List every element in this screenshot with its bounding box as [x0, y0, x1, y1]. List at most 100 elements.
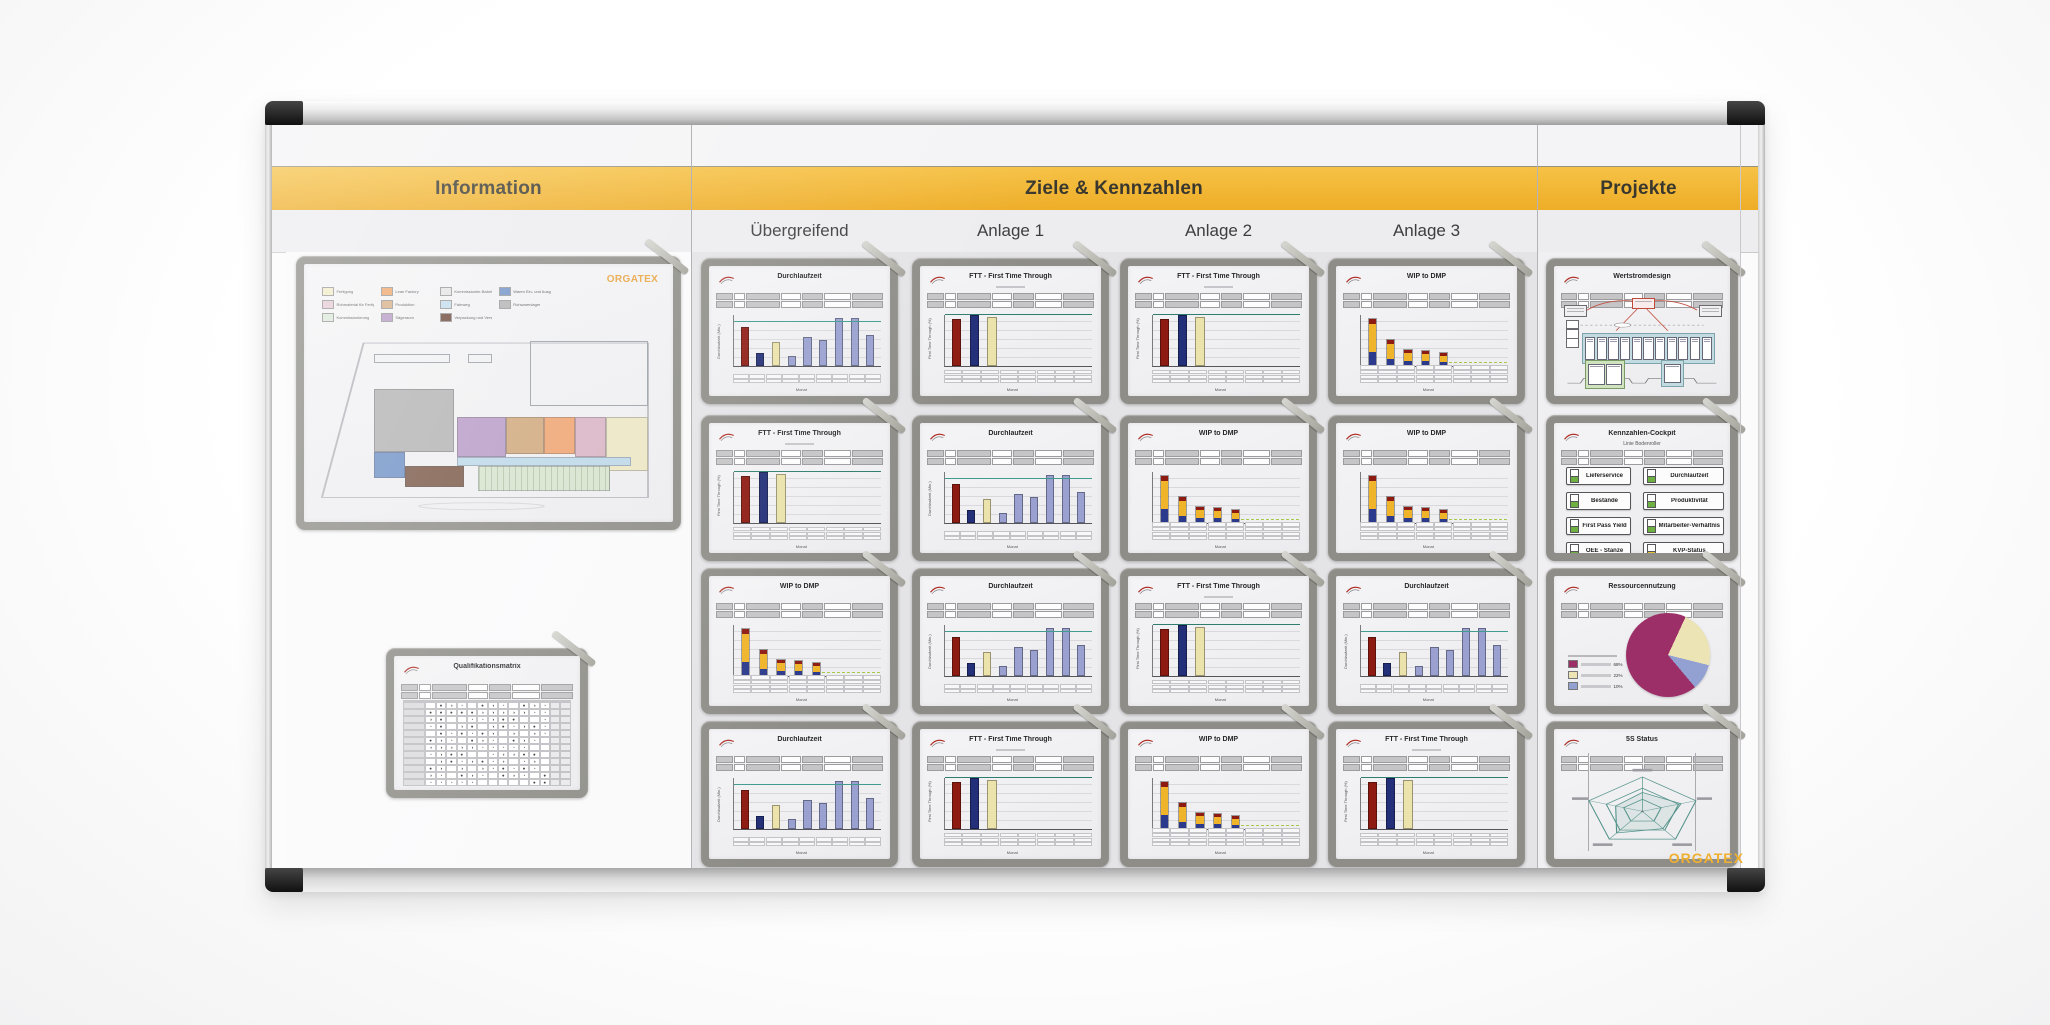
bar-segment: [1369, 475, 1377, 481]
legend-label-line: [1580, 663, 1611, 666]
plot-area: [1151, 624, 1301, 677]
meta-form-cell: [1373, 457, 1407, 465]
cockpit-button-label: OEE - Stanze: [1585, 548, 1624, 553]
meta-form-cell: [852, 763, 883, 771]
bar-slot: [1474, 625, 1490, 676]
footer-cell: [1226, 679, 1245, 685]
meta-form-cell: [1407, 450, 1428, 457]
footer-cell: [1026, 536, 1043, 541]
board-frame-left-rail: [265, 123, 272, 870]
footer-row: [943, 832, 1093, 838]
footer-cell: [749, 837, 766, 842]
legend-percent: 10%: [1613, 683, 1623, 689]
footer-cell: [1376, 689, 1393, 694]
footer-cell: [807, 680, 826, 685]
meta-form-cell: [1577, 603, 1590, 610]
footer-cell: [732, 680, 751, 685]
meta-form-cell: [1479, 763, 1510, 771]
meta-form-row: [927, 300, 1094, 308]
skill-dot-cell: ●: [435, 716, 447, 724]
meta-form-cell: [944, 763, 957, 771]
footer-cell: [732, 684, 751, 689]
footer-cell: [1434, 832, 1453, 838]
footer-cell: [1189, 684, 1208, 689]
skill-dot-cell: ●: [446, 709, 457, 717]
stacked-bar: [1230, 814, 1240, 829]
bar-segment: [1369, 508, 1377, 522]
footer-cell: [1043, 536, 1060, 541]
cockpit-button-label: Produktivität: [1671, 498, 1708, 505]
meta-form-cell: [1165, 610, 1199, 618]
target-line: [944, 630, 1093, 632]
meta-form-row: [1135, 457, 1302, 465]
meta-form-row: [1561, 293, 1723, 300]
bar-slot: [1262, 625, 1280, 676]
meta-form-cell: [1271, 763, 1302, 771]
skill-dot-cell: ◔: [456, 702, 467, 710]
footer-cell: [1434, 370, 1453, 375]
footer-cell: [1010, 689, 1027, 694]
bar: [969, 778, 979, 829]
footer-cell: [1244, 531, 1263, 536]
bar-segment: [1439, 352, 1447, 356]
footer-cell: [976, 689, 993, 694]
footer-cell: [1378, 365, 1397, 370]
summary-cell: [560, 772, 571, 780]
footer-cell: [1189, 828, 1208, 833]
meta-form-cell: [823, 610, 852, 618]
matrix-header-cell: [466, 700, 478, 703]
footer-cell: [1392, 684, 1409, 689]
footer-cell: [1415, 837, 1434, 842]
skill-dot-cell: ◑: [487, 730, 499, 738]
stacked-bar: [1403, 505, 1413, 523]
skill-dot-cell: ◑: [487, 716, 499, 724]
process-step-box: [1596, 336, 1607, 361]
bar-segment: [1231, 824, 1239, 828]
footer-cell: [1226, 689, 1245, 694]
kpi-logo-icon: [1563, 583, 1581, 595]
footer-cell: [1452, 536, 1471, 541]
status-bottom-cell: [1647, 526, 1655, 533]
footer-cell: [1226, 842, 1245, 847]
meta-form-cell: [1343, 610, 1360, 618]
plot-area: [1359, 777, 1509, 830]
bar-slot: [983, 778, 1001, 829]
bar-segment: [1178, 803, 1186, 808]
meta-form-cell: [1199, 603, 1220, 610]
y-axis-label: First Time Through (%): [1134, 317, 1140, 359]
x-axis-label: Monat: [1422, 697, 1434, 703]
skill-dot-cell: ◑: [508, 772, 519, 780]
paper-title: FTT - First Time Through: [969, 735, 1052, 743]
bar-slot: [1364, 778, 1382, 829]
bar: [1061, 628, 1070, 676]
footer-cell: [976, 536, 993, 541]
bars: [945, 625, 1092, 676]
meta-form-cell: [957, 756, 991, 763]
bar: [834, 318, 843, 366]
matrix-header-cell: [425, 700, 436, 703]
footer-cell: [1378, 536, 1397, 541]
cockpit-button: Lieferservice: [1566, 467, 1631, 486]
bar-slot: [1244, 472, 1262, 523]
legend-row: 68%: [1567, 660, 1623, 669]
bar-segment: [777, 659, 785, 663]
legend-swatch: [1567, 671, 1578, 680]
status-top-cell: [1571, 520, 1579, 527]
footer-cell: [1434, 527, 1453, 532]
footer-cell: [788, 531, 807, 536]
bar: [983, 651, 992, 676]
skill-dot-cell: [539, 765, 550, 773]
bar-slot: [1174, 778, 1192, 829]
bar-slot: [800, 778, 816, 829]
paper-title: WIP to DMP: [1198, 429, 1239, 437]
footer-cell: [1207, 379, 1226, 384]
meta-form-cell: [1665, 457, 1693, 465]
meta-form-cell: [852, 610, 883, 618]
legend-row: 22%: [1567, 671, 1623, 680]
bar-slot: [784, 315, 800, 366]
skill-dot-cell: ◑: [435, 744, 447, 752]
bar: [1077, 492, 1086, 523]
footer-cell: [770, 531, 789, 536]
footer-cell: [1207, 679, 1226, 685]
skill-dot-cell: [529, 716, 540, 724]
